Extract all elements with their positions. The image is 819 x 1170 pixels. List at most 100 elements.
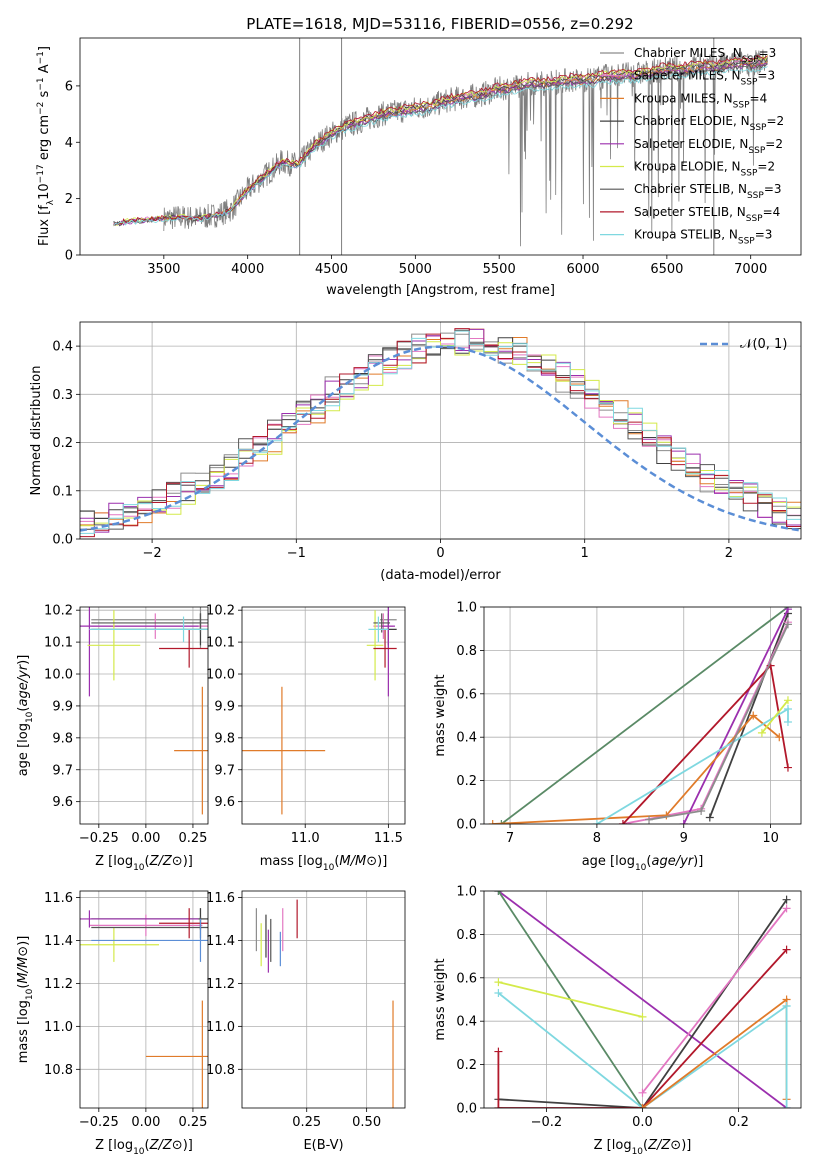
y-tick-label: 11.6	[206, 891, 235, 906]
panel-residual-hist: −2 −1 0 1 2 0.0 0.1 0.2 0.3 0.4 𝒩(0, 1) Normed dist…	[29, 321, 802, 583]
plot-area	[255, 899, 394, 1108]
weight-marker	[662, 811, 671, 820]
legend-label: Chabrier ELODIE, NSSP=2	[634, 114, 784, 133]
x-tick-label: 11.0	[291, 831, 320, 846]
weight-marker	[782, 1002, 791, 1011]
y-tick-label: 9.8	[214, 731, 235, 746]
y-tick-label: 0.2	[52, 436, 73, 451]
y-tick-label: 10.8	[206, 1063, 235, 1078]
x-tick-label: 0.25	[178, 831, 207, 846]
weight-line	[500, 607, 789, 824]
y-tick-label: 9.6	[214, 795, 235, 810]
y-tick-label: 9.9	[214, 699, 235, 714]
x-tick-label: −1	[287, 546, 306, 561]
plot-area	[242, 607, 397, 815]
y-tick-label: 10.0	[206, 668, 235, 683]
x-tick-label: 5500	[483, 262, 516, 277]
weight-marker	[783, 696, 792, 705]
weight-marker	[618, 820, 627, 824]
weight-marker	[494, 988, 503, 997]
plot-area	[80, 328, 801, 538]
y-tick-label: 11.6	[44, 891, 73, 906]
axes-frame	[79, 321, 802, 540]
y-axis-label: age [log10(age/yr)]	[16, 655, 35, 777]
x-tick-label: 9	[680, 831, 688, 846]
weight-marker	[783, 607, 792, 614]
legend-label: Chabrier MILES, NSSP=3	[634, 46, 776, 65]
x-tick-label: 4000	[231, 262, 264, 277]
y-axis-label: Flux [fλ10−17 erg cm−2 s−1 A−1]	[36, 46, 56, 246]
y-tick-label: 0.4	[456, 731, 477, 746]
x-tick-label: 10	[762, 831, 779, 846]
y-tick-label: 0.2	[456, 774, 477, 789]
y-tick-label: 0.0	[456, 818, 477, 833]
y-tick-label: 11.0	[44, 1020, 73, 1035]
panel-age-vs-Z: −0.25 0.00 0.25 9.6 9.7 9.8 9.9 10.0 10.1 10.2 Z […	[16, 604, 209, 873]
weight-marker	[757, 728, 766, 737]
weight-marker	[638, 1104, 647, 1108]
y-tick-label: 10.1	[206, 636, 235, 651]
y-tick-label: 10.0	[44, 668, 73, 683]
y-tick-label: 0	[65, 249, 73, 264]
x-tick-label: 0	[436, 546, 444, 561]
y-tick-label: 0.0	[52, 533, 73, 548]
weight-line	[641, 907, 788, 1094]
x-axis-label: E(B-V)	[303, 1138, 343, 1153]
panel-mass-weight-vs-Z: −0.2 0.0 0.2 0.0 0.2 0.4 0.6 0.8 1.0 Z [log10(Z/Z…	[433, 885, 802, 1157]
y-tick-label: 1.0	[456, 601, 477, 616]
x-tick-label: 0.00	[131, 1115, 160, 1130]
model-line	[113, 66, 768, 226]
x-tick-label: 0.0	[632, 1115, 653, 1130]
plot-area	[488, 607, 792, 824]
weight-marker	[783, 718, 792, 727]
plot-area	[113, 38, 768, 255]
weight-marker	[783, 620, 792, 629]
weight-line	[761, 699, 789, 734]
weight-marker	[494, 891, 503, 895]
axes-frame	[483, 890, 802, 1109]
y-tick-label: 0.1	[52, 484, 73, 499]
x-axis-label: Z [log10(Z/Z⊙)]	[95, 1138, 193, 1157]
panel-mass-weight-vs-age: 7 8 9 10 0.0 0.2 0.4 0.6 0.8 1.0 age [log10(age/yr…	[433, 601, 802, 873]
x-axis-label: wavelength [Angstrom, rest frame]	[326, 283, 555, 298]
y-tick-label: 2	[65, 192, 73, 207]
x-axis-label: age [log10(age/yr)]	[582, 854, 704, 873]
legend-label: Kroupa STELIB, NSSP=3	[634, 228, 772, 247]
y-tick-label: 11.4	[206, 934, 235, 949]
plot-area	[80, 908, 208, 1108]
y-tick-label: 10.1	[44, 636, 73, 651]
weight-marker	[782, 945, 791, 954]
x-tick-label: 11.5	[374, 831, 403, 846]
x-tick-label: 0.25	[178, 1115, 207, 1130]
weight-marker	[494, 978, 503, 987]
y-tick-label: 0.3	[52, 388, 73, 403]
y-tick-label: 11.4	[44, 934, 73, 949]
weight-marker	[494, 1104, 503, 1108]
y-tick-label: 0.0	[456, 1102, 477, 1117]
y-axis-label: Normed distribution	[29, 366, 44, 496]
weight-marker	[645, 815, 654, 824]
y-axis-label: mass weight	[433, 958, 448, 1040]
x-tick-label: 4500	[315, 262, 348, 277]
gaussian-curve	[80, 345, 801, 532]
weight-marker	[782, 895, 791, 904]
y-tick-label: 9.9	[52, 699, 73, 714]
axes-frame	[79, 890, 209, 1109]
figure-title: PLATE=1618, MJD=53116, FIBERID=0556, z=0…	[246, 15, 633, 33]
x-tick-label: −0.25	[79, 831, 119, 846]
weight-line	[497, 992, 788, 1108]
x-axis-label: Z [log10(Z/Z⊙)]	[95, 854, 193, 873]
y-tick-label: 4	[65, 136, 73, 151]
panel-spectrum: 3500 4000 4500 5000 5500 6000 6500 7000 0 2 4 6 Chab…	[36, 37, 802, 298]
x-tick-label: −2	[143, 546, 162, 561]
weight-marker	[705, 813, 714, 822]
legend-label: Chabrier STELIB, NSSP=3	[634, 182, 782, 201]
x-tick-label: 8	[593, 831, 601, 846]
weight-line	[497, 948, 788, 1108]
y-tick-label: 9.7	[214, 763, 235, 778]
weight-marker	[783, 704, 792, 713]
legend-label: Salpeter MILES, NSSP=3	[634, 69, 775, 88]
x-tick-label: 0.00	[131, 831, 160, 846]
y-tick-label: 1.0	[456, 885, 477, 900]
